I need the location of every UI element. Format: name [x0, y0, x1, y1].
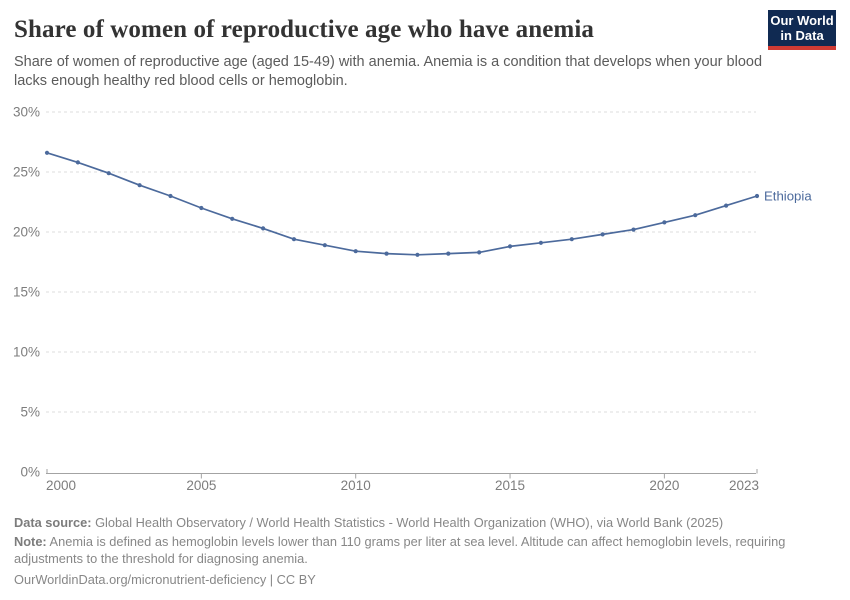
chart-subtitle: Share of women of reproductive age (aged… — [14, 54, 763, 89]
data-point-marker[interactable] — [507, 244, 513, 249]
data-point-marker[interactable] — [137, 183, 142, 188]
y-tick-labels: 0% 5% 10% 15% 20% 25% 30% — [13, 105, 40, 480]
y-tick-label: 5% — [20, 405, 40, 420]
data-point-marker[interactable] — [600, 232, 605, 237]
note-label: Note: — [14, 534, 47, 549]
x-tick-label: 2023 — [729, 478, 759, 493]
data-point-marker[interactable] — [384, 251, 389, 256]
data-point-marker[interactable] — [199, 205, 204, 211]
x-tick-label: 2005 — [186, 478, 216, 493]
data-point-marker[interactable] — [569, 237, 574, 242]
data-point-marker[interactable] — [291, 237, 297, 242]
data-point-marker[interactable] — [230, 216, 235, 221]
data-point-marker[interactable] — [322, 243, 327, 248]
y-tick-label: 15% — [13, 285, 40, 300]
data-point-marker[interactable] — [168, 193, 173, 199]
data-point-marker[interactable] — [754, 193, 760, 199]
note-text: Anemia is defined as hemoglobin levels l… — [14, 534, 786, 566]
y-tick-label: 20% — [13, 225, 40, 240]
series-label-ethiopia[interactable]: Ethiopia — [764, 189, 812, 204]
series-line[interactable] — [46, 151, 758, 256]
data-point-marker[interactable] — [631, 227, 636, 232]
x-tick-label: 2020 — [649, 478, 679, 493]
chart-header: Share of women of reproductive age who h… — [0, 0, 850, 91]
data-point-marker[interactable] — [260, 226, 266, 231]
chart-footer: Data source: Global Health Observatory /… — [14, 514, 836, 590]
data-point-marker[interactable] — [477, 250, 482, 255]
owid-logo-line1: Our World — [770, 13, 834, 28]
data-point-marker[interactable] — [353, 249, 358, 254]
owid-logo[interactable]: Our World in Data — [768, 10, 836, 50]
data-point-marker[interactable] — [662, 220, 667, 225]
chart-svg: 0%5%10%15%20%25%30%2000 2005 2010 2015 2020 2… — [13, 105, 812, 494]
data-source-label: Data source: — [14, 515, 92, 530]
data-series-ethiopia[interactable]: Ethiopia — [44, 150, 812, 257]
data-point-marker[interactable] — [106, 171, 111, 176]
data-point-marker[interactable] — [44, 150, 50, 155]
data-point-marker[interactable] — [415, 252, 420, 257]
y-tick-label: 25% — [13, 165, 40, 180]
data-point-marker[interactable] — [446, 251, 451, 256]
x-tick-label: 2000 — [46, 478, 76, 493]
line-chart[interactable]: 0% 5% 10% 15% 20% 25% 30% 2000 2005 2010 2015 2020 2… — [0, 100, 850, 500]
data-point-marker[interactable] — [538, 240, 544, 245]
data-point-marker[interactable] — [75, 160, 80, 165]
note-line: Note: Anemia is defined as hemoglobin le… — [14, 533, 836, 567]
y-tick-label: 0% — [20, 465, 40, 480]
data-source-text: Global Health Observatory / World Health… — [91, 515, 724, 530]
x-axis — [46, 469, 758, 479]
x-tick-labels: 2000 2005 2010 2015 2020 2023 — [46, 478, 759, 493]
y-gridlines — [46, 111, 756, 413]
x-tick-label: 2015 — [495, 478, 525, 493]
data-point-marker[interactable] — [724, 203, 729, 208]
x-tick-label: 2010 — [341, 478, 371, 493]
owid-logo-line2: in Data — [780, 28, 824, 43]
data-point-marker[interactable] — [693, 213, 698, 218]
data-source-line: Data source: Global Health Observatory /… — [14, 514, 836, 531]
citation-link[interactable]: OurWorldinData.org/micronutrient-deficie… — [14, 572, 316, 587]
y-tick-label: 10% — [13, 345, 40, 360]
y-tick-label: 30% — [13, 105, 40, 120]
page-title: Share of women of reproductive age who h… — [14, 16, 594, 43]
